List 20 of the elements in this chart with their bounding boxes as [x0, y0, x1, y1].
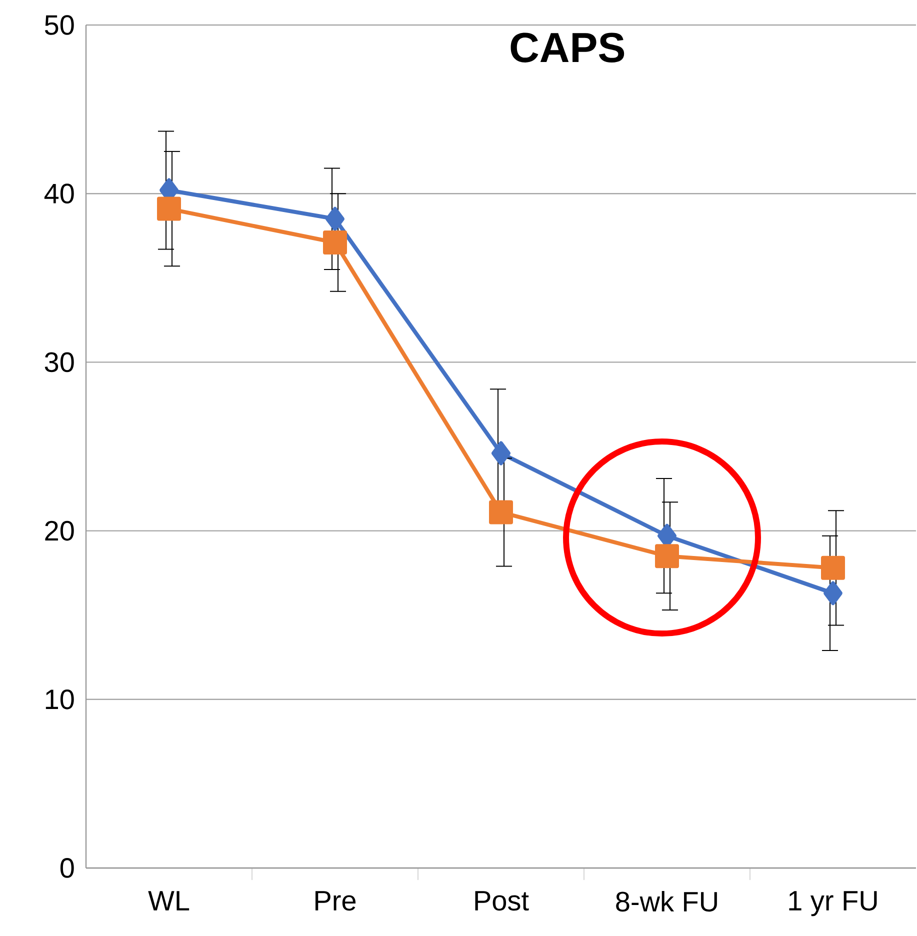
x-tick-label: Post [475, 891, 530, 911]
y-tick-label: 50 [45, 15, 74, 35]
y-tick-label: 10 [46, 689, 74, 710]
point [326, 206, 345, 231]
x-tick-label: 8-wk FU [616, 891, 718, 912]
point [489, 500, 514, 524]
y-tick-label: 40 [44, 184, 74, 204]
x-tick-label: Pre [316, 891, 356, 911]
point [492, 441, 511, 466]
chart-title: CAPS [510, 32, 624, 62]
point [821, 556, 846, 580]
y-tick-label: 30 [45, 352, 74, 372]
point [157, 196, 182, 221]
x-tick-label: 1 yr FU [789, 891, 877, 916]
y-tick-label: 20 [45, 520, 74, 541]
x-tick-label: WL [148, 891, 190, 910]
point [323, 230, 348, 254]
point [824, 581, 843, 606]
point [655, 544, 680, 568]
y-tick-label: 0 [60, 858, 74, 878]
